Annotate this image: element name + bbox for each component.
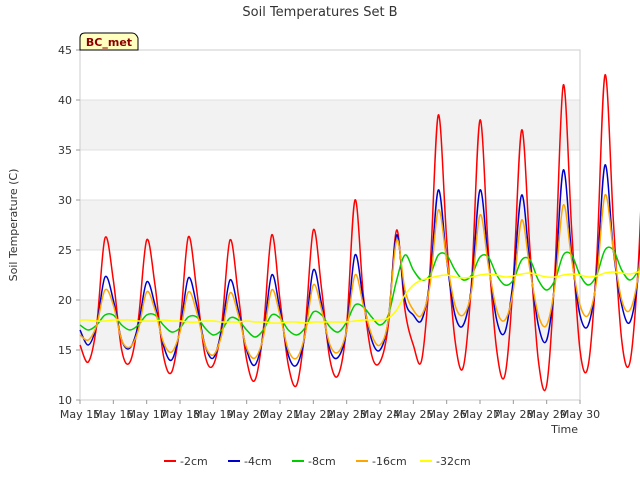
- x-tick-label: May 29: [527, 408, 567, 421]
- legend: -2cm -4cm -8cm -16cm -32cm: [164, 455, 471, 468]
- legend-label: -8cm: [308, 455, 336, 468]
- grid-band: [80, 50, 580, 100]
- grid-band: [80, 250, 580, 300]
- y-axis-ticks: 10 15 20 25 30 35 40 45: [58, 44, 80, 407]
- legend-label: -4cm: [244, 455, 272, 468]
- grid-band: [80, 100, 580, 150]
- series-line-16cmcm: [79, 194, 640, 360]
- series-layer: [79, 74, 640, 392]
- x-tick-label: May 26: [427, 408, 467, 421]
- y-tick-label: 10: [58, 394, 72, 407]
- x-tick-label: May 18: [160, 408, 200, 421]
- legend-label: -32cm: [436, 455, 471, 468]
- y-tick-label: 45: [58, 44, 72, 57]
- y-tick-label: 20: [58, 294, 72, 307]
- x-tick-label: May 20: [227, 408, 267, 421]
- legend-label: -16cm: [372, 455, 407, 468]
- y-tick-label: 30: [58, 194, 72, 207]
- x-tick-label: May 15: [60, 408, 100, 421]
- x-tick-label: May 25: [393, 408, 433, 421]
- x-tick-label: May 27: [460, 408, 500, 421]
- x-tick-label: May 23: [327, 408, 367, 421]
- y-tick-label: 15: [58, 344, 72, 357]
- x-tick-label: May 24: [360, 408, 400, 421]
- y-tick-label: 35: [58, 144, 72, 157]
- series-line-2cmcm: [79, 74, 640, 392]
- y-axis-label: Soil Temperature (C): [7, 169, 20, 282]
- x-tick-label: May 28: [493, 408, 533, 421]
- y-tick-label: 25: [58, 244, 72, 257]
- x-tick-label: May 22: [293, 408, 333, 421]
- grid-band: [80, 150, 580, 200]
- station-badge: BC_met: [79, 32, 139, 51]
- chart-title: Soil Temperatures Set B: [242, 5, 397, 20]
- series-line-32cmcm: [79, 270, 640, 324]
- plot-frame: [79, 49, 581, 401]
- x-tick-label: May 16: [93, 408, 133, 421]
- x-tick-label: May 30: [560, 408, 600, 421]
- station-badge-label: BC_met: [86, 36, 132, 49]
- x-tick-label: May 17: [127, 408, 167, 421]
- series-line-8cmcm: [79, 246, 640, 338]
- x-tick-label: May 19: [193, 408, 233, 421]
- x-tick-label: May 21: [260, 408, 300, 421]
- legend-label: -2cm: [180, 455, 208, 468]
- station-badge-shape: [79, 32, 139, 51]
- x-axis-label: Time: [550, 423, 578, 436]
- y-tick-label: 40: [58, 94, 72, 107]
- grid-band: [80, 200, 580, 250]
